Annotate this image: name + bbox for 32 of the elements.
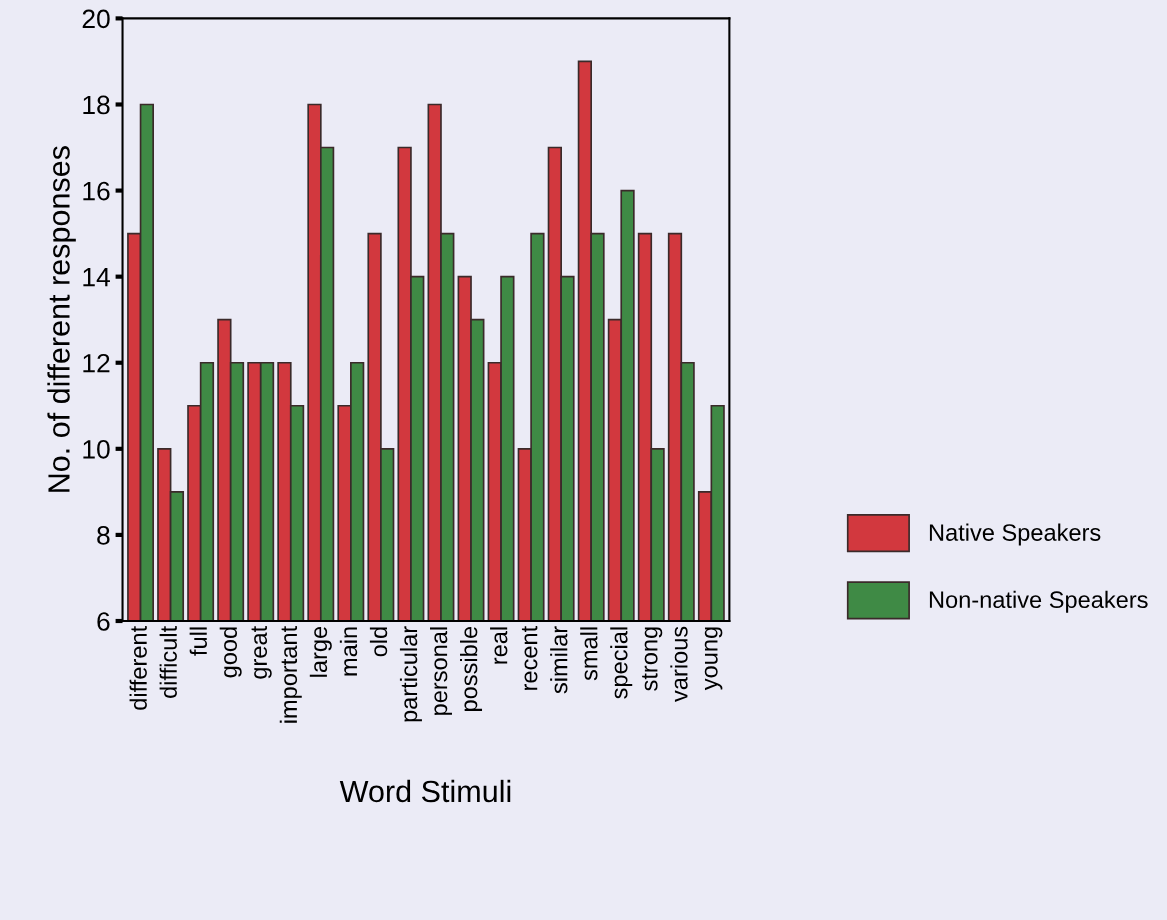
- x-tick-label: recent: [521, 626, 538, 690]
- y-tick-label: 14: [83, 268, 110, 287]
- legend-label: Native Speakers: [929, 523, 1101, 546]
- legend-label: Non-native Speakers: [929, 590, 1148, 613]
- x-tick-label: full: [189, 627, 207, 656]
- y-tick-label: 12: [83, 353, 110, 373]
- x-tick-label: different: [129, 626, 147, 710]
- x-tick-label: real: [490, 627, 508, 664]
- y-tick-label: 18: [83, 95, 110, 115]
- x-tick-label: special: [610, 627, 633, 699]
- y-axis-title: No. of different responses: [47, 146, 76, 492]
- x-tick-label: various: [670, 626, 688, 702]
- x-tick-label: small: [580, 627, 598, 681]
- x-tick-label: young: [704, 627, 723, 691]
- x-tick-label: personal: [429, 627, 452, 715]
- y-tick-label: 16: [83, 181, 110, 201]
- x-tick-label: old: [369, 627, 388, 657]
- x-tick-label: similar: [550, 626, 568, 694]
- x-tick-label: great: [251, 626, 272, 679]
- x-tick-label: main: [339, 627, 358, 676]
- x-tick-label: difficult: [159, 626, 177, 698]
- y-tick-label: 8: [97, 526, 110, 545]
- x-tick-label: strong: [642, 627, 663, 691]
- x-tick-label: possible: [460, 626, 483, 711]
- x-tick-label: good: [219, 627, 242, 678]
- x-axis-title: Word Stimuli: [339, 779, 511, 803]
- y-tick-label: 10: [83, 439, 110, 459]
- x-tick-label: important: [279, 626, 302, 723]
- y-tick-label: 6: [97, 612, 110, 631]
- x-tick-label: large: [309, 626, 332, 677]
- y-tick-label: 20: [82, 9, 110, 29]
- x-tick-label: particular: [399, 626, 422, 722]
